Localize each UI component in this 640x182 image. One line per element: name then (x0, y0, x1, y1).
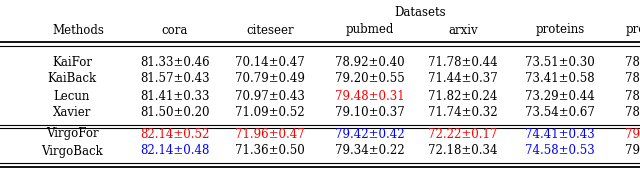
Text: pubmed: pubmed (346, 23, 394, 37)
Text: Lecun: Lecun (54, 90, 90, 102)
Text: 81.41±0.33: 81.41±0.33 (140, 90, 210, 102)
Text: KaiBack: KaiBack (47, 72, 97, 86)
Text: 82.14±0.52: 82.14±0.52 (140, 128, 210, 141)
Text: 71.44±0.37: 71.44±0.37 (428, 72, 498, 86)
Text: 73.29±0.44: 73.29±0.44 (525, 90, 595, 102)
Text: 79.20±0.55: 79.20±0.55 (335, 72, 405, 86)
Text: 79.34±0.22: 79.34±0.22 (335, 145, 405, 157)
Text: 72.22±0.17: 72.22±0.17 (428, 128, 498, 141)
Text: 79.45±0.36: 79.45±0.36 (625, 145, 640, 157)
Text: arxiv: arxiv (448, 23, 478, 37)
Text: 78.89±0.31: 78.89±0.31 (625, 106, 640, 120)
Text: 81.57±0.43: 81.57±0.43 (140, 72, 210, 86)
Text: 71.82±0.24: 71.82±0.24 (428, 90, 498, 102)
Text: KaiFor: KaiFor (52, 56, 92, 68)
Text: cora: cora (162, 23, 188, 37)
Text: 73.54±0.67: 73.54±0.67 (525, 106, 595, 120)
Text: 78.49±0.37: 78.49±0.37 (625, 90, 640, 102)
Text: 74.58±0.53: 74.58±0.53 (525, 145, 595, 157)
Text: proteins: proteins (536, 23, 584, 37)
Text: 74.41±0.43: 74.41±0.43 (525, 128, 595, 141)
Text: 71.96±0.47: 71.96±0.47 (235, 128, 305, 141)
Text: 70.79±0.49: 70.79±0.49 (235, 72, 305, 86)
Text: 82.14±0.48: 82.14±0.48 (140, 145, 210, 157)
Text: 78.92±0.40: 78.92±0.40 (335, 56, 405, 68)
Text: products: products (626, 23, 640, 37)
Text: 70.14±0.47: 70.14±0.47 (235, 56, 305, 68)
Text: 73.41±0.58: 73.41±0.58 (525, 72, 595, 86)
Text: 79.10±0.37: 79.10±0.37 (335, 106, 405, 120)
Text: citeseer: citeseer (246, 23, 294, 37)
Text: VirgoFor: VirgoFor (45, 128, 99, 141)
Text: 71.74±0.32: 71.74±0.32 (428, 106, 498, 120)
Text: 73.51±0.30: 73.51±0.30 (525, 56, 595, 68)
Text: 71.78±0.44: 71.78±0.44 (428, 56, 498, 68)
Text: 81.33±0.46: 81.33±0.46 (140, 56, 210, 68)
Text: Datasets: Datasets (394, 5, 446, 19)
Text: 79.50±0.36: 79.50±0.36 (625, 128, 640, 141)
Text: 81.50±0.20: 81.50±0.20 (140, 106, 210, 120)
Text: VirgoBack: VirgoBack (41, 145, 103, 157)
Text: Methods: Methods (52, 23, 104, 37)
Text: 72.18±0.34: 72.18±0.34 (428, 145, 498, 157)
Text: 78.80±0.28: 78.80±0.28 (625, 56, 640, 68)
Text: 71.09±0.52: 71.09±0.52 (235, 106, 305, 120)
Text: 70.97±0.43: 70.97±0.43 (235, 90, 305, 102)
Text: 78.73±0.24: 78.73±0.24 (625, 72, 640, 86)
Text: Xavier: Xavier (53, 106, 91, 120)
Text: 71.36±0.50: 71.36±0.50 (235, 145, 305, 157)
Text: 79.48±0.31: 79.48±0.31 (335, 90, 405, 102)
Text: 79.42±0.42: 79.42±0.42 (335, 128, 405, 141)
